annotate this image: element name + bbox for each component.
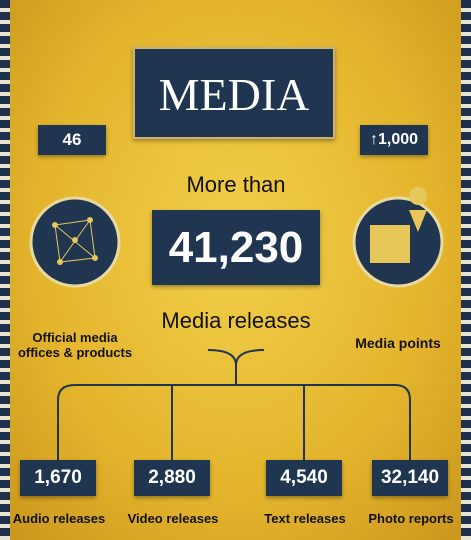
total-value: 41,230: [152, 210, 320, 285]
breakdown-label: Audio releases: [8, 511, 110, 526]
tree-lines: [58, 365, 410, 460]
brace: [208, 350, 264, 365]
breakdown-value: 4,540: [266, 460, 342, 496]
points-value: ↑1,000: [360, 125, 428, 155]
breakdown-label: Text releases: [254, 511, 356, 526]
total-prefix: More than: [146, 172, 326, 198]
total-label: Media releases: [136, 308, 336, 334]
breakdown-value: 2,880: [134, 460, 210, 496]
breakdown-label: Photo reports: [360, 511, 462, 526]
offices-value: 46: [38, 125, 106, 155]
breakdown-value: 1,670: [20, 460, 96, 496]
title: MEDIA: [133, 47, 335, 139]
points-label: Media points: [340, 335, 456, 351]
infographic: MEDIA 46 ↑1,000 More than 41,230 Media r…: [0, 0, 471, 540]
sign-icon: [370, 225, 410, 263]
breakdown-value: 32,140: [372, 460, 448, 496]
breakdown-label: Video releases: [122, 511, 224, 526]
offices-label: Official media offices & products: [14, 330, 136, 360]
